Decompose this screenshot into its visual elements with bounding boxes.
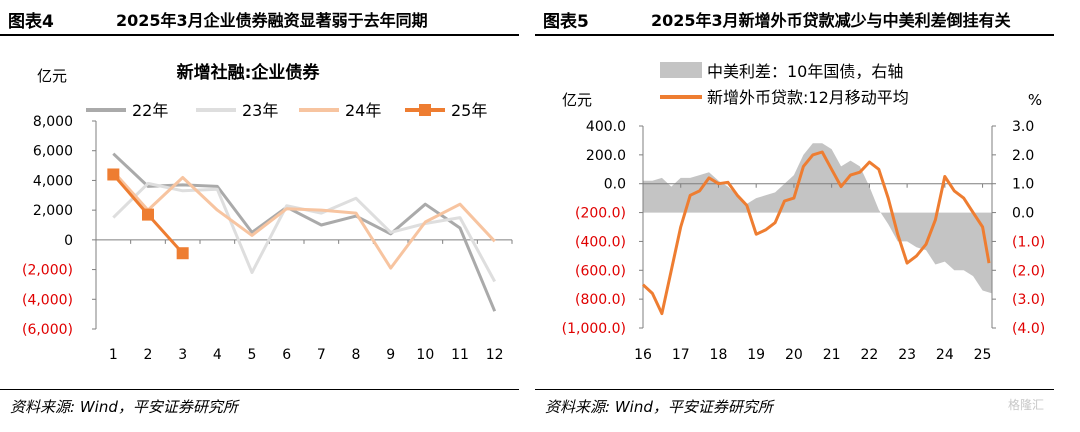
left-footer: 资料来源: Wind，平安证券研究所 xyxy=(0,389,519,424)
spread-area xyxy=(643,143,992,294)
series-marker-25 xyxy=(107,168,120,181)
y-tick-label: 2,000 xyxy=(33,203,73,219)
x-tick-label: 23 xyxy=(898,347,916,363)
right-figure-number: 图表5 xyxy=(543,12,589,32)
x-tick-label: 1 xyxy=(109,347,118,363)
x-tick-label: 12 xyxy=(486,347,504,363)
x-tick-label: 17 xyxy=(672,347,690,363)
y-tick-label-right: 3.0 xyxy=(1012,119,1034,135)
y-tick-label: 4,000 xyxy=(33,173,73,189)
y-tick-label-right: 2.0 xyxy=(1012,148,1034,164)
x-tick-label: 25 xyxy=(974,347,992,363)
y-axis-unit: 亿元 xyxy=(37,67,67,85)
y-tick-label: 6,000 xyxy=(33,144,73,160)
y-tick-label-right: (1.0) xyxy=(1012,234,1045,250)
x-tick-label: 11 xyxy=(451,347,469,363)
y-tick-label-left: (400.0) xyxy=(575,234,626,250)
y-tick-label-left: (200.0) xyxy=(575,206,626,222)
legend-swatch-area xyxy=(660,62,702,78)
y-axis-unit-right: % xyxy=(1028,91,1042,109)
legend-label: 新增外币贷款:12月移动平均 xyxy=(707,88,909,107)
right-footer: 资料来源: Wind，平安证券研究所 格隆汇 xyxy=(535,389,1054,424)
series-line-22年 xyxy=(112,152,497,312)
left-header: 图表4 2025年3月企业债券融资显著弱于去年同期 xyxy=(0,0,519,36)
x-tick-label: 7 xyxy=(317,347,326,363)
left-figure: 图表4 2025年3月企业债券融资显著弱于去年同期 新增社融:企业债券 亿元 8,0… xyxy=(0,0,519,432)
fx-loan-line xyxy=(641,150,991,316)
left-source: 资料来源: Wind，平安证券研究所 xyxy=(10,398,238,416)
series-line-23年 xyxy=(112,181,497,283)
legend-label: 23年 xyxy=(242,101,278,120)
y-tick-label-right: 1.0 xyxy=(1012,177,1034,193)
x-tick-label: 19 xyxy=(747,347,765,363)
right-source: 资料来源: Wind，平安证券研究所 xyxy=(545,398,773,416)
x-tick-label: 18 xyxy=(710,347,728,363)
x-tick-label: 2 xyxy=(144,347,153,363)
watermark-logo: 格隆汇 xyxy=(1007,398,1044,412)
left-chart: 新增社融:企业债券 亿元 8,000 6,000 4,000 2,000 0 (2,000) (… xyxy=(22,62,513,363)
x-tick-label: 20 xyxy=(785,347,803,363)
y-tick-label: (6,000) xyxy=(22,322,73,338)
legend-label: 中美利差：10年国债，右轴 xyxy=(707,62,903,81)
x-tick-label: 21 xyxy=(823,347,841,363)
y-axis-unit-left: 亿元 xyxy=(562,91,592,109)
x-tick-label: 16 xyxy=(634,347,652,363)
right-figure: 图表5 2025年3月新增外币贷款减少与中美利差倒挂有关 中美利差：10年国债，… xyxy=(535,0,1054,432)
legend-label: 25年 xyxy=(451,101,487,120)
y-tick-label-right: (4.0) xyxy=(1012,321,1045,337)
legend-marker xyxy=(419,104,431,116)
y-tick-label: (4,000) xyxy=(22,292,73,308)
chart-title: 新增社融:企业债券 xyxy=(177,62,321,83)
y-tick-label-left: (600.0) xyxy=(575,263,626,279)
x-tick-label: 22 xyxy=(860,347,878,363)
legend-label: 22年 xyxy=(132,101,168,120)
legend-label: 24年 xyxy=(345,101,381,120)
y-tick-label: 8,000 xyxy=(33,114,73,130)
x-tick-label: 10 xyxy=(416,347,434,363)
right-header: 图表5 2025年3月新增外币贷款减少与中美利差倒挂有关 xyxy=(535,0,1054,36)
x-tick-label: 8 xyxy=(352,347,361,363)
x-tick-label: 6 xyxy=(282,347,291,363)
right-figure-title: 2025年3月新增外币贷款减少与中美利差倒挂有关 xyxy=(651,11,1011,30)
y-tick-label-left: 400.0 xyxy=(586,119,626,135)
y-tick-label-right: (2.0) xyxy=(1012,263,1045,279)
y-tick-label: (2,000) xyxy=(22,263,73,279)
y-tick-label-right: (3.0) xyxy=(1012,292,1045,308)
left-figure-title: 2025年3月企业债券融资显著弱于去年同期 xyxy=(116,11,428,30)
x-tick-label: 4 xyxy=(213,347,222,363)
series-line-24年 xyxy=(112,170,496,270)
y-tick-label-right: 0.0 xyxy=(1012,206,1034,222)
y-tick-label: 0 xyxy=(64,233,73,249)
series-marker-25 xyxy=(176,247,189,260)
x-tick-label: 5 xyxy=(248,347,257,363)
left-figure-number: 图表4 xyxy=(8,12,54,32)
y-tick-label-left: 0.0 xyxy=(604,177,626,193)
series-marker-25 xyxy=(142,208,154,221)
x-tick-label: 9 xyxy=(386,347,395,363)
x-tick-label: 24 xyxy=(936,347,954,363)
y-tick-label-left: (800.0) xyxy=(575,292,626,308)
y-tick-label-left: 200.0 xyxy=(586,148,626,164)
y-tick-label-left: (1,000.0) xyxy=(562,321,626,337)
x-tick-label: 3 xyxy=(178,347,187,363)
